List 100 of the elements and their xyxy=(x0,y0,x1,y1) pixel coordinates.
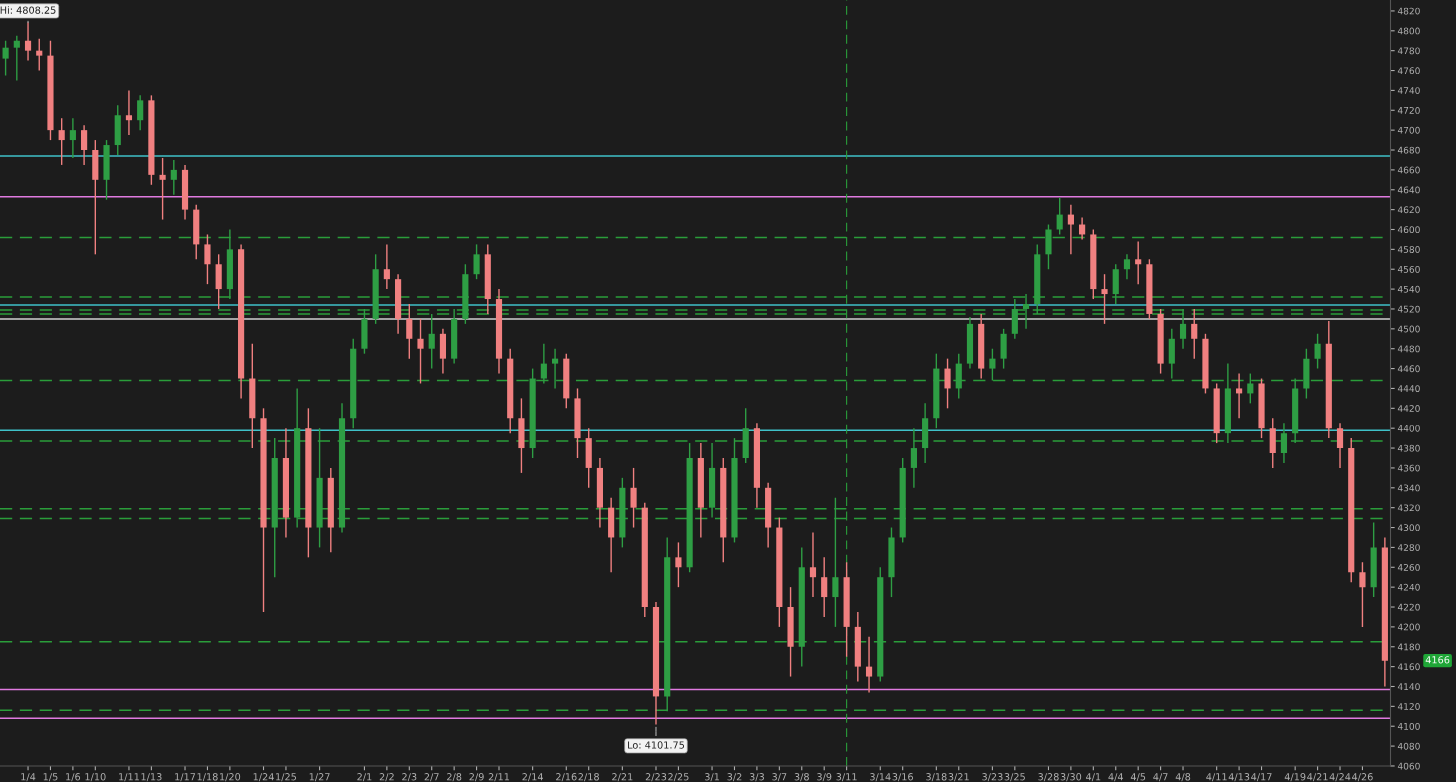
y-tick-label: 4240 xyxy=(1397,583,1420,591)
y-tick-label: 4760 xyxy=(1397,67,1420,75)
x-tick-label: 1/5 xyxy=(43,773,58,782)
x-tick-label: 3/11 xyxy=(836,773,857,782)
y-tick-label: 4280 xyxy=(1397,544,1420,551)
candlestick xyxy=(69,117,76,159)
x-tick-label: 1/25 xyxy=(276,773,297,782)
y-tick-label: 4260 xyxy=(1397,564,1420,571)
candlestick xyxy=(1236,372,1243,419)
y-tick-label: 4780 xyxy=(1397,47,1420,55)
x-tick-label: 4/19 xyxy=(1284,773,1306,782)
x-tick-label: 2/8 xyxy=(447,773,462,782)
candlestick xyxy=(81,124,88,166)
x-tick-label: 3/1 xyxy=(704,773,719,782)
x-tick-label: 1/18 xyxy=(197,773,218,782)
candlestick xyxy=(36,38,43,72)
candlestick xyxy=(24,21,32,62)
x-tick-label: 4/5 xyxy=(1130,773,1146,782)
candlestick xyxy=(170,159,177,196)
candlestick xyxy=(1135,240,1142,285)
x-tick-label: 3/28 xyxy=(1038,773,1059,782)
candlestick xyxy=(125,89,133,136)
y-tick-label: 4140 xyxy=(1397,683,1420,691)
y-tick-label: 4300 xyxy=(1397,524,1420,532)
y-tick-label: 4620 xyxy=(1397,206,1420,214)
y-tick-label: 4660 xyxy=(1397,166,1420,174)
y-tick-label: 4440 xyxy=(1397,385,1420,393)
candlestick xyxy=(473,243,480,280)
candlestick xyxy=(383,243,390,290)
y-tick-label: 4080 xyxy=(1397,742,1420,750)
candlestick xyxy=(630,467,637,529)
x-tick-label: 1/20 xyxy=(220,773,241,782)
x-tick-label: 4/21 xyxy=(1307,773,1328,782)
candlestick xyxy=(809,531,817,598)
x-tick-label: 4/1 xyxy=(1085,773,1101,782)
x-tick-label: 1/17 xyxy=(175,773,196,782)
annotation: Hi: 4808.25 xyxy=(0,6,56,14)
annotation: Lo: 4101.75 xyxy=(628,741,685,749)
x-tick-label: 2/18 xyxy=(578,773,599,782)
candlestick xyxy=(1191,308,1198,360)
candlestick xyxy=(1101,273,1108,325)
x-tick-label: 3/23 xyxy=(982,773,1003,782)
y-tick-label: 4420 xyxy=(1397,405,1420,412)
y-tick-label: 4600 xyxy=(1397,226,1420,234)
x-tick-label: 3/8 xyxy=(794,773,809,782)
x-tick-label: 1/24 xyxy=(253,773,274,782)
candlestick xyxy=(865,636,873,694)
x-tick-label: 3/14 xyxy=(870,773,891,782)
y-tick-label: 4740 xyxy=(1397,87,1420,94)
y-tick-label: 4500 xyxy=(1397,325,1420,333)
candlestick xyxy=(417,318,424,385)
x-tick-label: 3/25 xyxy=(1004,773,1025,782)
x-tick-label: 3/7 xyxy=(772,773,787,782)
candlestick xyxy=(1336,422,1344,469)
y-tick-label: 4180 xyxy=(1397,643,1420,651)
y-tick-label: 4160 xyxy=(1397,663,1420,671)
candlestick xyxy=(944,357,951,410)
y-tick-label: 4380 xyxy=(1397,444,1420,452)
x-tick-label: 3/3 xyxy=(749,773,764,782)
y-tick-label: 4800 xyxy=(1397,27,1420,35)
y-tick-label: 4100 xyxy=(1397,722,1420,730)
y-tick-label: 4360 xyxy=(1397,464,1420,472)
x-tick-label: 3/30 xyxy=(1060,773,1082,782)
x-tick-label: 4/13 xyxy=(1228,773,1250,782)
y-tick-label: 4540 xyxy=(1397,285,1420,293)
candlestick xyxy=(159,157,166,221)
candlestick xyxy=(1314,333,1321,370)
x-tick-label: 2/3 xyxy=(402,773,417,782)
x-tick-label: 1/27 xyxy=(309,773,330,782)
x-tick-label: 1/10 xyxy=(85,773,106,782)
text: 4166 xyxy=(1425,656,1450,664)
x-tick-label: 2/9 xyxy=(469,773,484,782)
x-tick-label: 3/9 xyxy=(817,773,832,782)
x-tick-label: 2/11 xyxy=(488,773,510,782)
y-tick-label: 4060 xyxy=(1397,762,1420,770)
candlestick xyxy=(428,313,435,370)
candlestick xyxy=(406,303,413,360)
y-tick-label: 4580 xyxy=(1397,246,1420,253)
y-tick-label: 4460 xyxy=(1397,365,1420,373)
y-tick-label: 4520 xyxy=(1397,305,1420,313)
candlestick xyxy=(1067,203,1074,256)
y-tick-label: 4700 xyxy=(1397,126,1420,134)
y-tick-label: 4640 xyxy=(1397,186,1420,194)
x-tick-label: 4/8 xyxy=(1175,773,1191,782)
y-tick-label: 4200 xyxy=(1397,623,1420,631)
candlestick xyxy=(58,117,65,166)
x-tick-label: 2/14 xyxy=(522,773,544,782)
x-tick-label: 4/4 xyxy=(1108,773,1124,782)
candlestick xyxy=(137,94,144,131)
x-tick-label: 2/21 xyxy=(612,773,633,782)
x-tick-label: 2/1 xyxy=(357,773,372,782)
x-tick-label: 2/2 xyxy=(379,773,394,782)
y-tick-label: 4340 xyxy=(1397,484,1420,492)
x-tick-label: 2/7 xyxy=(424,773,439,782)
x-tick-label: 4/17 xyxy=(1251,773,1272,782)
x-tick-label: 3/18 xyxy=(926,773,947,782)
y-tick-label: 4220 xyxy=(1397,603,1420,611)
x-tick-label: 4/7 xyxy=(1153,773,1168,782)
x-tick-label: 2/16 xyxy=(556,773,577,782)
y-tick-label: 4400 xyxy=(1397,424,1420,432)
